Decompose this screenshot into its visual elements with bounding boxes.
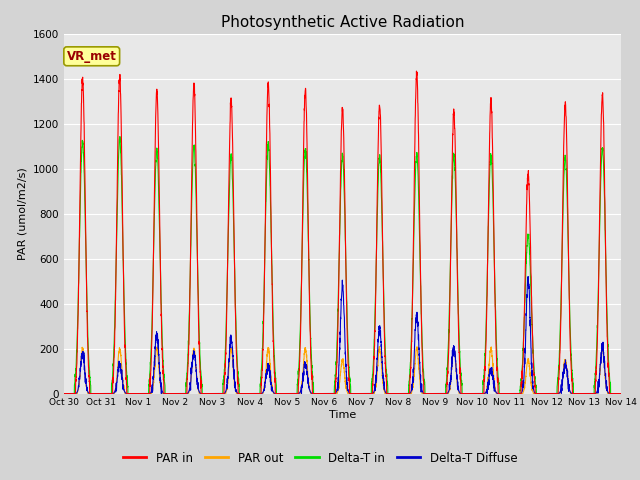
PAR in bbox=[160, 391, 168, 396]
Y-axis label: PAR (umol/m2/s): PAR (umol/m2/s) bbox=[17, 167, 28, 260]
Line: PAR in: PAR in bbox=[64, 71, 621, 394]
PAR in bbox=[499, 391, 507, 396]
PAR out bbox=[60, 391, 68, 396]
Delta-T Diffuse bbox=[160, 391, 168, 396]
PAR out bbox=[322, 391, 330, 396]
PAR out bbox=[376, 344, 383, 349]
Delta-T in bbox=[499, 391, 507, 396]
PAR out bbox=[160, 391, 168, 396]
PAR out bbox=[617, 391, 625, 396]
PAR in bbox=[322, 391, 330, 396]
Delta-T Diffuse bbox=[60, 391, 68, 396]
Delta-T in bbox=[161, 375, 168, 381]
Delta-T Diffuse bbox=[467, 391, 475, 396]
PAR out bbox=[436, 391, 444, 396]
Delta-T in bbox=[436, 391, 444, 396]
Line: PAR out: PAR out bbox=[64, 347, 621, 394]
Delta-T in bbox=[616, 391, 624, 396]
PAR in bbox=[617, 391, 625, 396]
PAR out bbox=[499, 391, 507, 396]
Delta-T Diffuse bbox=[524, 274, 532, 279]
PAR in bbox=[467, 391, 475, 396]
PAR in bbox=[616, 391, 624, 396]
Title: Photosynthetic Active Radiation: Photosynthetic Active Radiation bbox=[221, 15, 464, 30]
Delta-T Diffuse bbox=[436, 391, 444, 396]
Legend: PAR in, PAR out, Delta-T in, Delta-T Diffuse: PAR in, PAR out, Delta-T in, Delta-T Dif… bbox=[118, 447, 522, 469]
Delta-T in bbox=[617, 391, 625, 396]
Delta-T in bbox=[467, 391, 475, 396]
Text: VR_met: VR_met bbox=[67, 50, 116, 63]
Line: Delta-T in: Delta-T in bbox=[64, 136, 621, 394]
Delta-T Diffuse bbox=[617, 391, 625, 396]
PAR out bbox=[616, 391, 624, 396]
PAR in bbox=[60, 391, 68, 396]
PAR in bbox=[413, 68, 420, 74]
PAR in bbox=[436, 391, 444, 396]
Delta-T Diffuse bbox=[616, 391, 624, 396]
Delta-T in bbox=[322, 391, 330, 396]
Delta-T Diffuse bbox=[499, 391, 506, 396]
PAR out bbox=[467, 391, 475, 396]
Line: Delta-T Diffuse: Delta-T Diffuse bbox=[64, 276, 621, 394]
X-axis label: Time: Time bbox=[329, 410, 356, 420]
Delta-T Diffuse bbox=[322, 391, 330, 396]
Delta-T in bbox=[116, 133, 124, 139]
Delta-T in bbox=[60, 391, 68, 396]
